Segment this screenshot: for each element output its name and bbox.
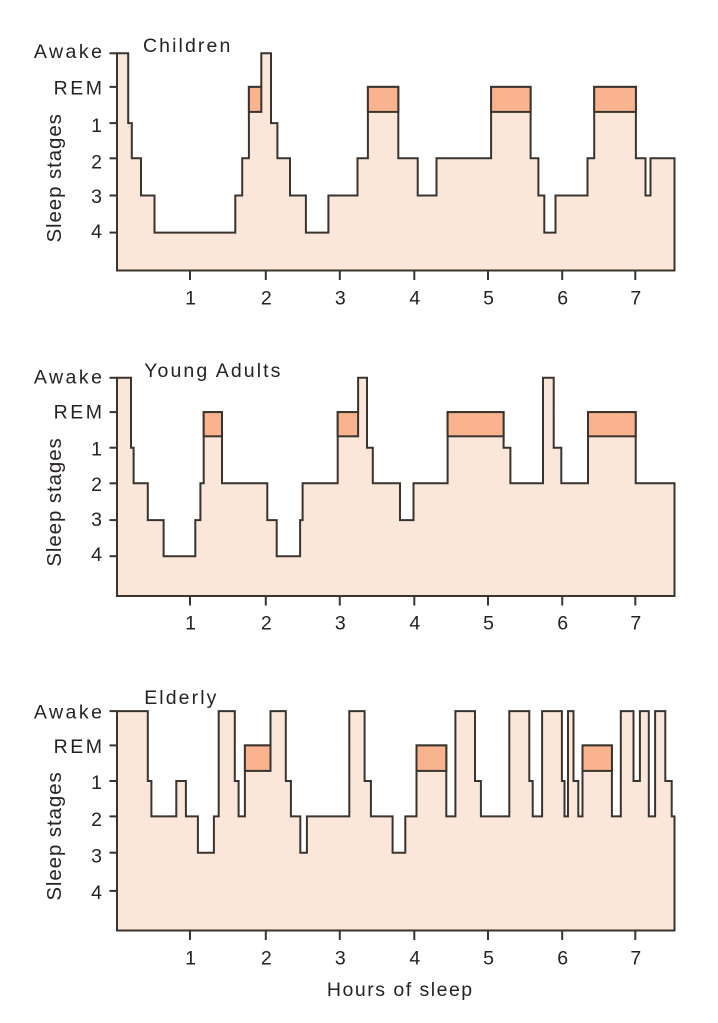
svg-text:4: 4 [91,544,104,566]
svg-text:REM: REM [54,77,105,99]
svg-text:Awake: Awake [34,366,105,388]
svg-text:3: 3 [335,948,346,970]
svg-text:Hours of sleep: Hours of sleep [327,979,474,1001]
svg-text:2: 2 [261,288,272,310]
svg-text:6: 6 [557,288,568,310]
svg-text:7: 7 [630,613,641,635]
svg-text:4: 4 [409,613,420,635]
svg-text:2: 2 [91,474,104,496]
svg-text:2: 2 [261,613,272,635]
svg-text:7: 7 [630,948,641,970]
svg-text:1: 1 [185,948,196,970]
svg-text:6: 6 [557,613,568,635]
svg-text:1: 1 [91,439,104,461]
svg-text:5: 5 [483,948,494,970]
svg-text:Awake: Awake [34,41,105,63]
svg-text:3: 3 [91,186,104,208]
svg-text:3: 3 [91,846,104,868]
svg-text:Sleep stages: Sleep stages [43,437,66,566]
svg-text:Young Adults: Young Adults [144,360,282,382]
svg-text:Children: Children [143,35,232,57]
svg-text:4: 4 [91,882,104,904]
svg-text:1: 1 [185,288,196,310]
svg-text:1: 1 [91,115,104,137]
svg-text:2: 2 [91,809,104,831]
svg-text:Sleep stages: Sleep stages [43,113,66,242]
svg-text:2: 2 [261,948,272,970]
svg-text:5: 5 [483,613,494,635]
svg-text:5: 5 [483,288,494,310]
svg-text:4: 4 [91,221,104,243]
svg-text:REM: REM [54,402,105,424]
svg-text:Sleep stages: Sleep stages [43,771,66,900]
svg-text:3: 3 [335,288,346,310]
svg-text:2: 2 [91,152,104,174]
svg-text:7: 7 [630,288,641,310]
svg-text:1: 1 [185,613,196,635]
svg-text:1: 1 [91,772,104,794]
svg-text:3: 3 [335,613,346,635]
svg-text:Awake: Awake [34,701,105,723]
svg-text:Elderly: Elderly [144,687,218,709]
svg-text:3: 3 [91,509,104,531]
svg-text:4: 4 [409,288,420,310]
svg-text:4: 4 [409,948,420,970]
svg-text:6: 6 [557,948,568,970]
svg-text:REM: REM [54,736,105,758]
